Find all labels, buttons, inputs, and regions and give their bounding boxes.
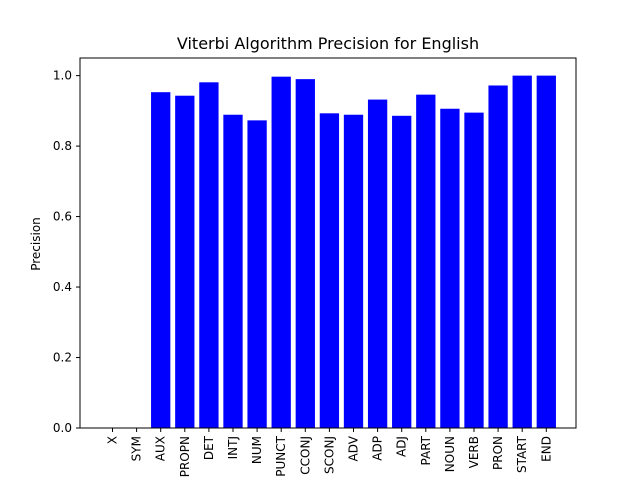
- x-tick-label-adp: ADP: [371, 436, 385, 461]
- x-tick-label-num: NUM: [250, 436, 264, 464]
- bar-propn: [175, 95, 195, 428]
- bars-group: [151, 75, 556, 429]
- bar-intj: [223, 114, 243, 428]
- x-tick-label-pron: PRON: [491, 436, 505, 470]
- plot-frame: [79, 57, 577, 429]
- x-tick-label-aux: AUX: [154, 436, 168, 461]
- y-axis-label: Precision: [29, 217, 43, 271]
- bar-cconj: [295, 79, 315, 429]
- x-tick-label-intj: INTJ: [226, 436, 240, 459]
- x-tick-label-cconj: CCONJ: [298, 436, 312, 475]
- y-tick-label: 0.0: [53, 421, 72, 435]
- bar-sconj: [319, 113, 340, 429]
- bar-start: [512, 75, 532, 428]
- y-tick-label: 0.6: [53, 210, 72, 224]
- bar-noun: [440, 108, 460, 428]
- bar-adj: [392, 115, 412, 429]
- x-tick-label-end: END: [539, 436, 553, 462]
- chart-title: Viterbi Algorithm Precision for English: [177, 34, 479, 53]
- y-tick-label: 1.0: [53, 69, 72, 83]
- x-tick-label-x: X: [106, 436, 120, 444]
- bar-adp: [367, 99, 388, 428]
- bar-verb: [464, 112, 484, 428]
- x-tick-label-sconj: SCONJ: [322, 436, 336, 474]
- y-tick-label: 0.2: [53, 351, 72, 365]
- x-tick-label-noun: NOUN: [443, 436, 457, 472]
- x-tick-label-part: PART: [419, 435, 433, 465]
- bar-adv: [343, 114, 364, 428]
- y-ticks-group: 0.0 0.2 0.4 0.6 0.8 1.0: [53, 69, 80, 435]
- bar-aux: [151, 92, 171, 428]
- x-ticks-group: X SYM AUX PROPN DET INTJ NUM PUNCT CCONJ SCONJ ADV…: [106, 428, 553, 477]
- bar-pron: [488, 85, 508, 428]
- x-tick-label-start: START: [515, 435, 529, 473]
- x-tick-label-det: DET: [202, 435, 216, 460]
- bar-det: [199, 82, 219, 429]
- bar-punct: [271, 76, 291, 428]
- x-tick-label-punct: PUNCT: [274, 435, 288, 476]
- bar-part: [416, 94, 436, 429]
- x-tick-label-adv: ADV: [347, 435, 361, 461]
- x-tick-label-verb: VERB: [467, 436, 481, 468]
- x-tick-label-sym: SYM: [130, 436, 144, 461]
- y-tick-label: 0.8: [53, 139, 72, 153]
- bar-end: [536, 75, 556, 428]
- y-tick-label: 0.4: [53, 280, 72, 294]
- x-tick-label-adj: ADJ: [395, 436, 409, 457]
- bar-num: [247, 120, 267, 428]
- x-tick-label-propn: PROPN: [178, 436, 192, 477]
